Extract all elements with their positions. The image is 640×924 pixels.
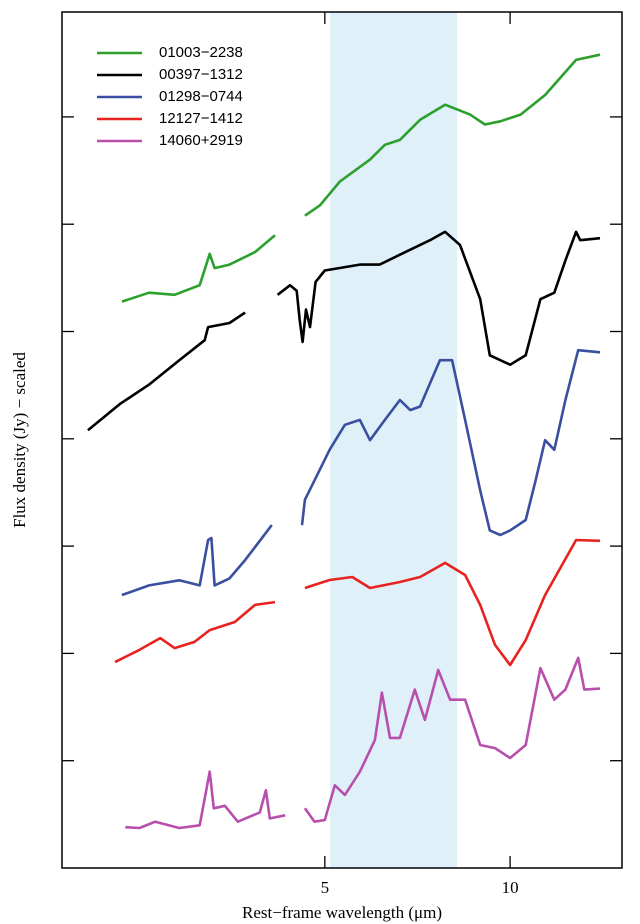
series-line [125,656,601,830]
legend-label: 14060+2919 [159,132,243,149]
shaded-band [330,12,458,868]
legend-label: 00397−1312 [159,66,243,83]
legend-label: 01298−0744 [159,88,243,105]
x-axis-label: Rest−frame wavelength (μm) [242,903,442,922]
legend-label: 01003−2238 [159,44,243,61]
x-tick-label: 5 [321,878,330,897]
legend-label: 12127−1412 [159,110,243,127]
series-line [114,538,601,667]
plot-frame [61,11,623,869]
series-line [87,230,601,432]
series-line [121,348,601,597]
y-axis-label: Flux density (Jy) − scaled [10,352,29,528]
series-line [121,53,601,303]
x-tick-label: 10 [502,878,519,897]
